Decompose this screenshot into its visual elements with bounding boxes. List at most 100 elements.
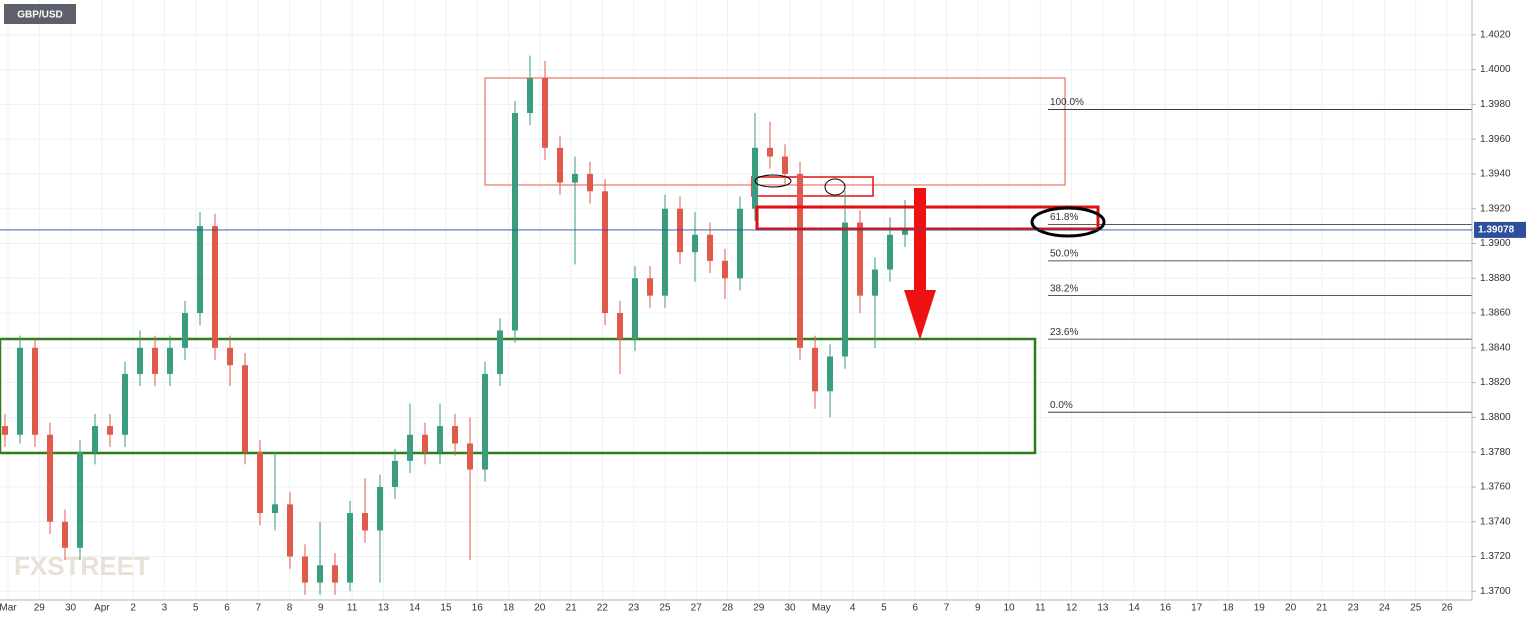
candle-body	[902, 229, 908, 235]
axes: 1.3700 1.3720 1.3740 1.3760 1.3780 1.3800 1.38…	[0, 29, 1511, 613]
x-tick-label: 29	[34, 603, 46, 614]
candle-body	[272, 504, 278, 514]
candle-body	[62, 521, 68, 548]
candle-body	[677, 208, 683, 253]
y-tick-label: 1.3840	[1480, 342, 1511, 353]
x-tick-label: 30	[785, 603, 797, 614]
x-tick-label: 20	[1285, 603, 1297, 614]
x-tick-label: 14	[409, 603, 421, 614]
candle-body	[572, 173, 578, 183]
candle-body	[362, 513, 368, 531]
y-tick-label: 1.3920	[1480, 203, 1511, 214]
candle-body	[32, 347, 38, 435]
x-tick-label: 6	[224, 603, 230, 614]
y-tick-label: 1.3960	[1480, 134, 1511, 145]
resistance-box	[484, 77, 1066, 186]
current-price-label: 1.39078	[1478, 225, 1515, 236]
candle-body	[722, 260, 728, 279]
fib-label: 38.2%	[1050, 283, 1078, 294]
candles	[2, 55, 908, 595]
x-tick-label: 26	[1441, 603, 1453, 614]
x-tick-label: 11	[347, 603, 358, 614]
candle-body	[17, 347, 23, 435]
candle-body	[377, 486, 383, 531]
y-tick-label: 1.3760	[1480, 482, 1511, 493]
x-tick-label: 27	[691, 603, 703, 614]
candle-body	[242, 365, 248, 453]
candle-body	[707, 234, 713, 261]
x-tick-label: 14	[1129, 603, 1141, 614]
candle-body	[152, 347, 158, 374]
candle-body	[437, 426, 443, 453]
x-tick-label: 23	[1348, 603, 1360, 614]
y-tick-label: 1.3820	[1480, 377, 1511, 388]
candle-body	[512, 113, 518, 331]
candle-body	[347, 513, 353, 583]
candle-body	[827, 356, 833, 392]
x-tick-label: 5	[193, 603, 199, 614]
candle-body	[107, 426, 113, 435]
x-tick-label: 19	[1254, 603, 1266, 614]
chart-title: GBP/USD	[17, 10, 63, 21]
y-tick-label: 1.3860	[1480, 308, 1511, 319]
candle-body	[467, 443, 473, 470]
candle-body	[557, 147, 563, 183]
candle-body	[2, 426, 8, 435]
x-tick-label: 22	[597, 603, 609, 614]
candle-body	[692, 234, 698, 253]
x-tick-label: 12	[1066, 603, 1078, 614]
candle-body	[767, 147, 773, 157]
y-tick-label: 1.3780	[1480, 447, 1511, 458]
x-tick-label: 20	[534, 603, 546, 614]
candle-body	[812, 347, 818, 392]
x-tick-label: 25	[659, 603, 671, 614]
fib-levels: 100.0% 61.8% 50.0% 38.2% 23.6% 0.0%	[1048, 97, 1472, 413]
ellipse	[824, 178, 846, 196]
candle-body	[47, 434, 53, 522]
x-tick-label: 3	[162, 603, 168, 614]
x-tick-label: 5	[881, 603, 887, 614]
candle-body	[527, 78, 533, 114]
candle-body	[422, 434, 428, 453]
candle-body	[182, 313, 188, 348]
y-tick-label: 1.4000	[1480, 64, 1511, 75]
y-tick-label: 1.4020	[1480, 29, 1511, 40]
x-tick-label: 11	[1035, 603, 1046, 614]
x-tick-label: 16	[1160, 603, 1172, 614]
y-tick-label: 1.3900	[1480, 238, 1511, 249]
x-tick-label: 6	[912, 603, 918, 614]
y-tick-label: 1.3980	[1480, 99, 1511, 110]
x-tick-label: 28	[722, 603, 734, 614]
candle-body	[587, 173, 593, 192]
ellipse	[754, 174, 792, 188]
current-price-box	[1474, 221, 1526, 238]
candle-body	[407, 434, 413, 461]
candle-body	[302, 556, 308, 583]
x-tick-label: 7	[255, 603, 261, 614]
x-tick-label: 21	[1316, 603, 1328, 614]
y-tick-label: 1.3880	[1480, 273, 1511, 284]
zone-box	[755, 205, 1100, 231]
support-box	[0, 337, 1037, 455]
y-tick-label: 1.3720	[1480, 551, 1511, 562]
arrow-shaft	[914, 188, 926, 292]
candle-body	[317, 565, 323, 583]
fib-label: 50.0%	[1050, 249, 1078, 260]
candle-body	[452, 426, 458, 444]
y-tick-label: 1.3800	[1480, 412, 1511, 423]
x-tick-label: 25	[1410, 603, 1422, 614]
x-tick-label: 9	[975, 603, 981, 614]
y-tick-label: 1.3940	[1480, 169, 1511, 180]
x-tick-label: 4	[850, 603, 856, 614]
candle-body	[617, 313, 623, 340]
x-tick-label: 13	[378, 603, 390, 614]
x-tick-label: Apr	[94, 603, 110, 614]
x-tick-label: 7	[944, 603, 950, 614]
candle-body	[212, 226, 218, 348]
candle-body	[92, 426, 98, 453]
candle-body	[122, 373, 128, 435]
candle-body	[257, 452, 263, 514]
candle-body	[497, 330, 503, 374]
candle-body	[227, 347, 233, 366]
